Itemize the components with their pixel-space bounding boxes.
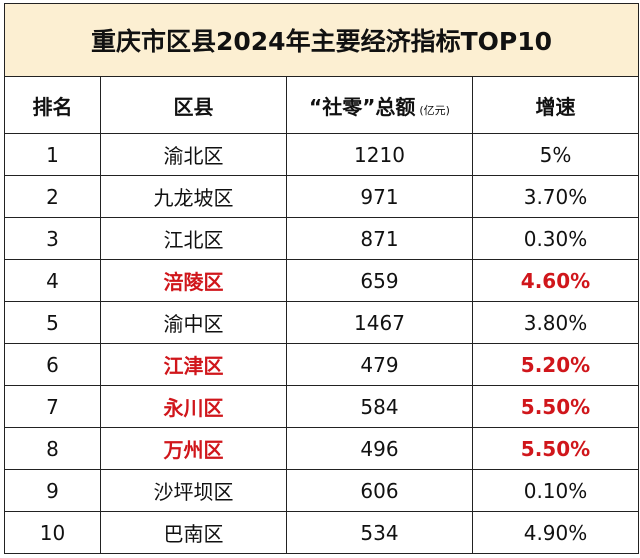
table-row: 9 沙坪坝区 606 0.10% (4, 469, 639, 512)
district-cell: 渝中区 (100, 301, 287, 344)
growth-cell: 4.60% (472, 259, 639, 302)
retail-cell: 584 (286, 385, 473, 428)
district-cell: 万州区 (100, 427, 287, 470)
retail-cell: 534 (286, 511, 473, 554)
table-row: 4 涪陵区 659 4.60% (4, 259, 639, 302)
table-title: 重庆市区县2024年主要经济指标TOP10 (4, 3, 639, 77)
header-row: 排名 区县 “社零”总额 (亿元) 增速 (4, 76, 639, 134)
rank-cell: 8 (4, 427, 101, 470)
district-cell: 沙坪坝区 (100, 469, 287, 512)
table-row: 8 万州区 496 5.50% (4, 427, 639, 470)
retail-cell: 1210 (286, 133, 473, 176)
table-row: 3 江北区 871 0.30% (4, 217, 639, 260)
rank-cell: 3 (4, 217, 101, 260)
retail-cell: 871 (286, 217, 473, 260)
growth-cell: 5.50% (472, 385, 639, 428)
header-retail-unit: (亿元) (419, 103, 450, 117)
growth-cell: 4.90% (472, 511, 639, 554)
rank-cell: 4 (4, 259, 101, 302)
growth-cell: 5.20% (472, 343, 639, 386)
table-row: 10 巴南区 534 4.90% (4, 511, 639, 554)
header-district: 区县 (100, 76, 287, 134)
growth-cell: 0.10% (472, 469, 639, 512)
table-row: 5 渝中区 1467 3.80% (4, 301, 639, 344)
growth-cell: 0.30% (472, 217, 639, 260)
header-retail: “社零”总额 (亿元) (286, 76, 473, 134)
rank-cell: 1 (4, 133, 101, 176)
header-growth: 增速 (472, 76, 639, 134)
rank-cell: 7 (4, 385, 101, 428)
district-cell: 江北区 (100, 217, 287, 260)
retail-cell: 659 (286, 259, 473, 302)
rank-cell: 6 (4, 343, 101, 386)
district-cell: 永川区 (100, 385, 287, 428)
rank-cell: 2 (4, 175, 101, 218)
retail-cell: 971 (286, 175, 473, 218)
rank-cell: 5 (4, 301, 101, 344)
table-row: 7 永川区 584 5.50% (4, 385, 639, 428)
table-row: 1 渝北区 1210 5% (4, 133, 639, 176)
growth-cell: 3.80% (472, 301, 639, 344)
retail-cell: 1467 (286, 301, 473, 344)
retail-cell: 496 (286, 427, 473, 470)
header-rank: 排名 (4, 76, 101, 134)
rank-cell: 9 (4, 469, 101, 512)
district-cell: 九龙坡区 (100, 175, 287, 218)
table-row: 2 九龙坡区 971 3.70% (4, 175, 639, 218)
table-row: 6 江津区 479 5.20% (4, 343, 639, 386)
retail-cell: 606 (286, 469, 473, 512)
growth-cell: 5.50% (472, 427, 639, 470)
header-retail-label: “社零”总额 (309, 94, 416, 119)
district-cell: 渝北区 (100, 133, 287, 176)
district-cell: 涪陵区 (100, 259, 287, 302)
growth-cell: 3.70% (472, 175, 639, 218)
rank-cell: 10 (4, 511, 101, 554)
indicator-table: 重庆市区县2024年主要经济指标TOP10 排名 区县 “社零”总额 (亿元) 增… (4, 3, 639, 554)
retail-cell: 479 (286, 343, 473, 386)
growth-cell: 5% (472, 133, 639, 176)
district-cell: 巴南区 (100, 511, 287, 554)
district-cell: 江津区 (100, 343, 287, 386)
